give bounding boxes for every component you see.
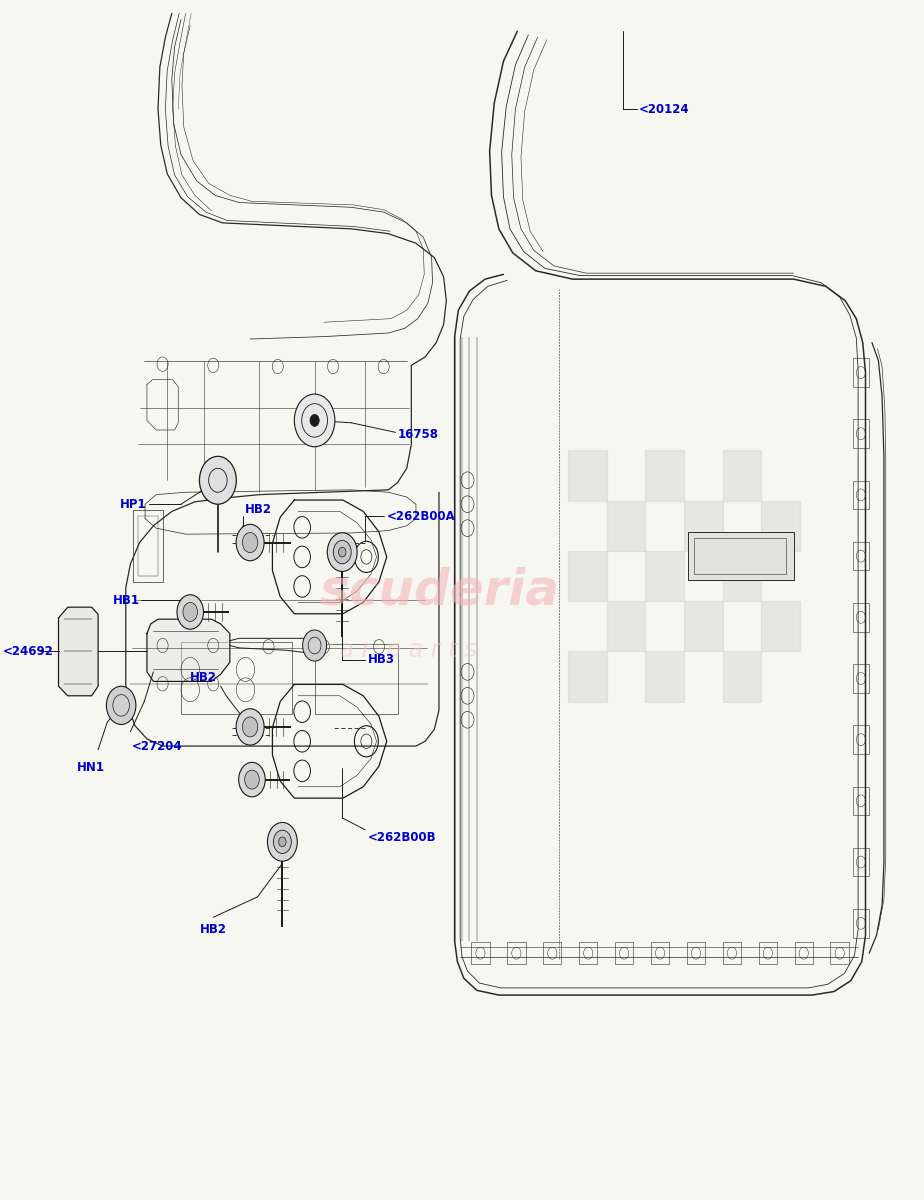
- Bar: [645, 652, 684, 702]
- Circle shape: [303, 630, 326, 661]
- Circle shape: [310, 414, 319, 426]
- Circle shape: [334, 540, 351, 564]
- Bar: [645, 551, 684, 601]
- Text: HB2: HB2: [200, 923, 226, 936]
- Text: <24692: <24692: [3, 644, 55, 658]
- Text: HB2: HB2: [245, 503, 272, 516]
- Bar: [687, 942, 705, 964]
- Circle shape: [279, 836, 286, 847]
- Bar: [761, 500, 800, 551]
- Bar: [853, 786, 869, 815]
- Circle shape: [295, 394, 334, 446]
- Text: <27204: <27204: [132, 739, 183, 752]
- Text: scuderia: scuderia: [319, 566, 559, 614]
- Bar: [853, 725, 869, 754]
- Bar: [615, 942, 633, 964]
- Bar: [133, 510, 163, 582]
- Bar: [853, 541, 869, 570]
- Circle shape: [338, 547, 346, 557]
- Bar: [568, 450, 607, 500]
- Bar: [723, 551, 761, 601]
- Bar: [543, 942, 562, 964]
- Bar: [181, 642, 292, 714]
- Circle shape: [237, 709, 264, 745]
- Text: 16758: 16758: [397, 428, 439, 442]
- Text: <262B00A: <262B00A: [386, 510, 456, 523]
- Polygon shape: [147, 619, 230, 682]
- Bar: [687, 532, 794, 580]
- Bar: [607, 601, 645, 652]
- Circle shape: [177, 595, 203, 629]
- Bar: [507, 942, 526, 964]
- Bar: [853, 847, 869, 876]
- Bar: [831, 942, 849, 964]
- Circle shape: [238, 762, 265, 797]
- Text: c a r  p a r t s: c a r p a r t s: [319, 638, 477, 662]
- Text: HP1: HP1: [119, 498, 146, 511]
- Bar: [723, 942, 741, 964]
- Bar: [853, 480, 869, 509]
- Bar: [723, 450, 761, 500]
- Circle shape: [106, 686, 136, 725]
- Bar: [568, 652, 607, 702]
- Circle shape: [267, 822, 298, 862]
- Circle shape: [200, 456, 237, 504]
- Bar: [607, 500, 645, 551]
- Circle shape: [274, 830, 291, 853]
- Circle shape: [242, 716, 258, 737]
- Bar: [138, 516, 158, 576]
- Bar: [471, 942, 490, 964]
- Text: HB3: HB3: [368, 653, 395, 666]
- Bar: [723, 652, 761, 702]
- Circle shape: [237, 524, 264, 560]
- Circle shape: [245, 770, 260, 790]
- Bar: [650, 942, 669, 964]
- Bar: [853, 358, 869, 386]
- Bar: [761, 601, 800, 652]
- Bar: [645, 450, 684, 500]
- Bar: [684, 601, 723, 652]
- Circle shape: [327, 533, 358, 571]
- Polygon shape: [58, 607, 98, 696]
- Bar: [853, 419, 869, 448]
- Bar: [694, 538, 786, 574]
- Bar: [314, 644, 397, 714]
- Bar: [795, 942, 813, 964]
- Bar: [568, 551, 607, 601]
- Bar: [853, 602, 869, 631]
- Bar: [853, 664, 869, 692]
- Circle shape: [183, 602, 198, 622]
- Bar: [579, 942, 598, 964]
- Text: HB1: HB1: [113, 594, 140, 606]
- Text: HN1: HN1: [77, 761, 105, 774]
- Circle shape: [242, 533, 258, 552]
- Bar: [853, 908, 869, 937]
- Text: <20124: <20124: [638, 103, 689, 115]
- Text: HB2: HB2: [190, 671, 217, 684]
- Bar: [759, 942, 777, 964]
- Bar: [684, 500, 723, 551]
- Text: <262B00B: <262B00B: [368, 830, 437, 844]
